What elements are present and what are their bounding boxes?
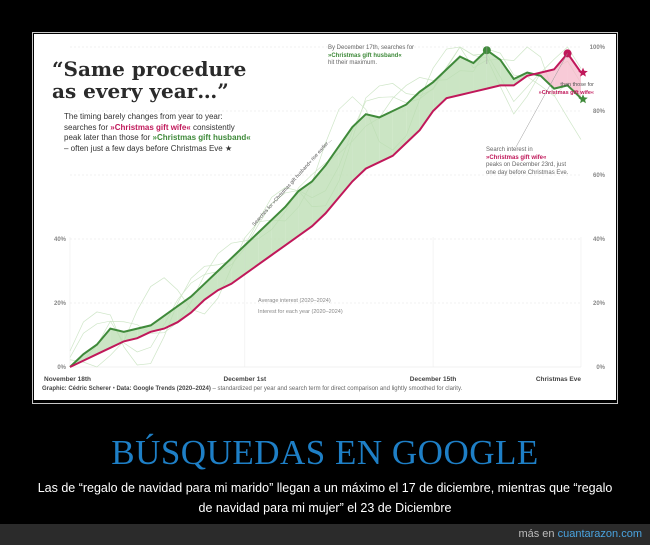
gap-fill-segment	[567, 53, 581, 99]
gap-fill-segment	[110, 328, 124, 348]
footer-prefix: más en	[518, 528, 558, 540]
year-line	[69, 48, 582, 368]
credit-author: Graphic: Cédric Scherer	[42, 386, 112, 392]
subtext-part-3: – often just a few days before Christmas…	[64, 143, 233, 153]
wife-peak-leader	[515, 53, 568, 148]
gap-fill-segment	[459, 56, 474, 95]
gap-fill-segment	[312, 165, 326, 227]
chart-card: 0% 0% 20% 20% 40% 40% 60% 80% 100% November 18th D…	[34, 34, 616, 400]
gap-fill-segment	[352, 114, 366, 182]
annotation-average-label: Average interest (2020–2024)	[258, 298, 331, 304]
y-tick-label-right: 0%	[596, 365, 605, 371]
annotation-husband-term: »Christmas gift husband«	[328, 52, 402, 59]
annotation-legend-average: Average interest (2020–2024) Interest fo…	[258, 298, 348, 316]
subtext-part-2: consistently peak later than those for	[64, 122, 235, 143]
annotation-later: than those for »Christmas gift wife«	[534, 82, 594, 97]
y-tick-label-left: 40%	[54, 237, 67, 243]
annotation-wife-term: »Christmas gift wife«	[486, 154, 547, 161]
gap-fill-segment	[392, 104, 407, 156]
annotation-later-line-1: than those for	[560, 82, 594, 88]
gap-fill-segment	[191, 283, 205, 313]
credit-note: – standardized per year and search term …	[210, 386, 463, 392]
gap-fill-segment	[554, 53, 568, 89]
credit-separator: •	[111, 386, 117, 392]
y-tick-label-left: 20%	[54, 301, 67, 307]
y-tick-label-left: 0%	[57, 365, 66, 371]
chart-credit: Graphic: Cédric Scherer • Data: Google T…	[42, 386, 612, 392]
gap-fill-segment	[486, 50, 501, 89]
gap-fill-segment	[96, 328, 111, 355]
gap-fill-segment	[217, 258, 232, 291]
gap-fill-segment	[379, 111, 393, 163]
subtext-husband-term: »Christmas gift husband«	[152, 133, 251, 142]
y-tick-label-right: 40%	[593, 237, 606, 243]
footer-site-link[interactable]: cuantarazon.com	[557, 528, 642, 540]
credit-source: Data: Google Trends (2020–2024)	[116, 386, 211, 392]
chart: 0% 0% 20% 20% 40% 40% 60% 80% 100% November 18th D…	[44, 45, 606, 383]
gap-fill-segment	[150, 315, 165, 332]
gap-fill-segment	[365, 114, 380, 169]
series-line-wife	[69, 51, 582, 368]
y-tick-label-right: 100%	[590, 45, 606, 51]
annotation-husband-peak: By December 17th, searches for »Christma…	[328, 45, 448, 68]
x-tick-label: November 18th	[44, 376, 91, 383]
gap-fill-segment	[285, 191, 299, 246]
y-tick-label-right: 80%	[593, 109, 606, 115]
y-tick-label-right: 60%	[593, 173, 606, 179]
wife-end-star	[578, 67, 588, 77]
banner-subtitle: Las de “regalo de navidad para mi marido…	[37, 481, 613, 515]
subtext-part-1: The timing barely changes from year to y…	[64, 112, 223, 132]
series-line-husband	[69, 48, 582, 368]
subtext-wife-term: »Christmas gift wife«	[110, 122, 191, 132]
gap-fill-segment	[325, 146, 339, 214]
y-tick-label-right: 20%	[593, 301, 606, 307]
chart-subtext: The timing barely changes from year to y…	[64, 112, 254, 154]
x-tick-label: Christmas Eve	[536, 376, 582, 383]
annotation-wife-line-2: peaks on December 23rd, just one day bef…	[486, 162, 569, 176]
gap-fill-segment	[298, 181, 313, 236]
x-tick-label: December 1st	[223, 376, 266, 383]
annotation-wife-line-1: Search interest in	[486, 147, 533, 153]
gap-fill-segment	[419, 82, 434, 131]
gap-fill-segment	[258, 219, 272, 265]
gap-fill-segment	[177, 296, 192, 323]
footer-text: más en cuantarazon.com	[518, 528, 642, 540]
annotation-each-year-label: Interest for each year (2020–2024)	[258, 308, 343, 315]
x-tick-label: December 15th	[410, 376, 457, 383]
annotation-wife-peak: Search interest in »Christmas gift wife«…	[486, 147, 576, 177]
gap-fill-segment	[338, 127, 353, 198]
gap-fill-segment	[271, 207, 286, 255]
annotation-husband-line-2: hit their maximum.	[328, 60, 378, 66]
gap-fill-segment	[83, 344, 97, 361]
husband-end-star	[578, 94, 588, 104]
annotation-husband-line-1: By December 17th, searches for	[328, 45, 415, 51]
banner-title: BÚSQUEDAS EN GOOGLE	[111, 433, 539, 472]
gap-fill-segment	[406, 91, 420, 143]
chart-headline: “Same procedure as every year…”	[52, 57, 247, 103]
annotation-later-term: »Christmas gift wife«	[538, 89, 594, 96]
footer-bar: más en cuantarazon.com	[0, 524, 650, 545]
